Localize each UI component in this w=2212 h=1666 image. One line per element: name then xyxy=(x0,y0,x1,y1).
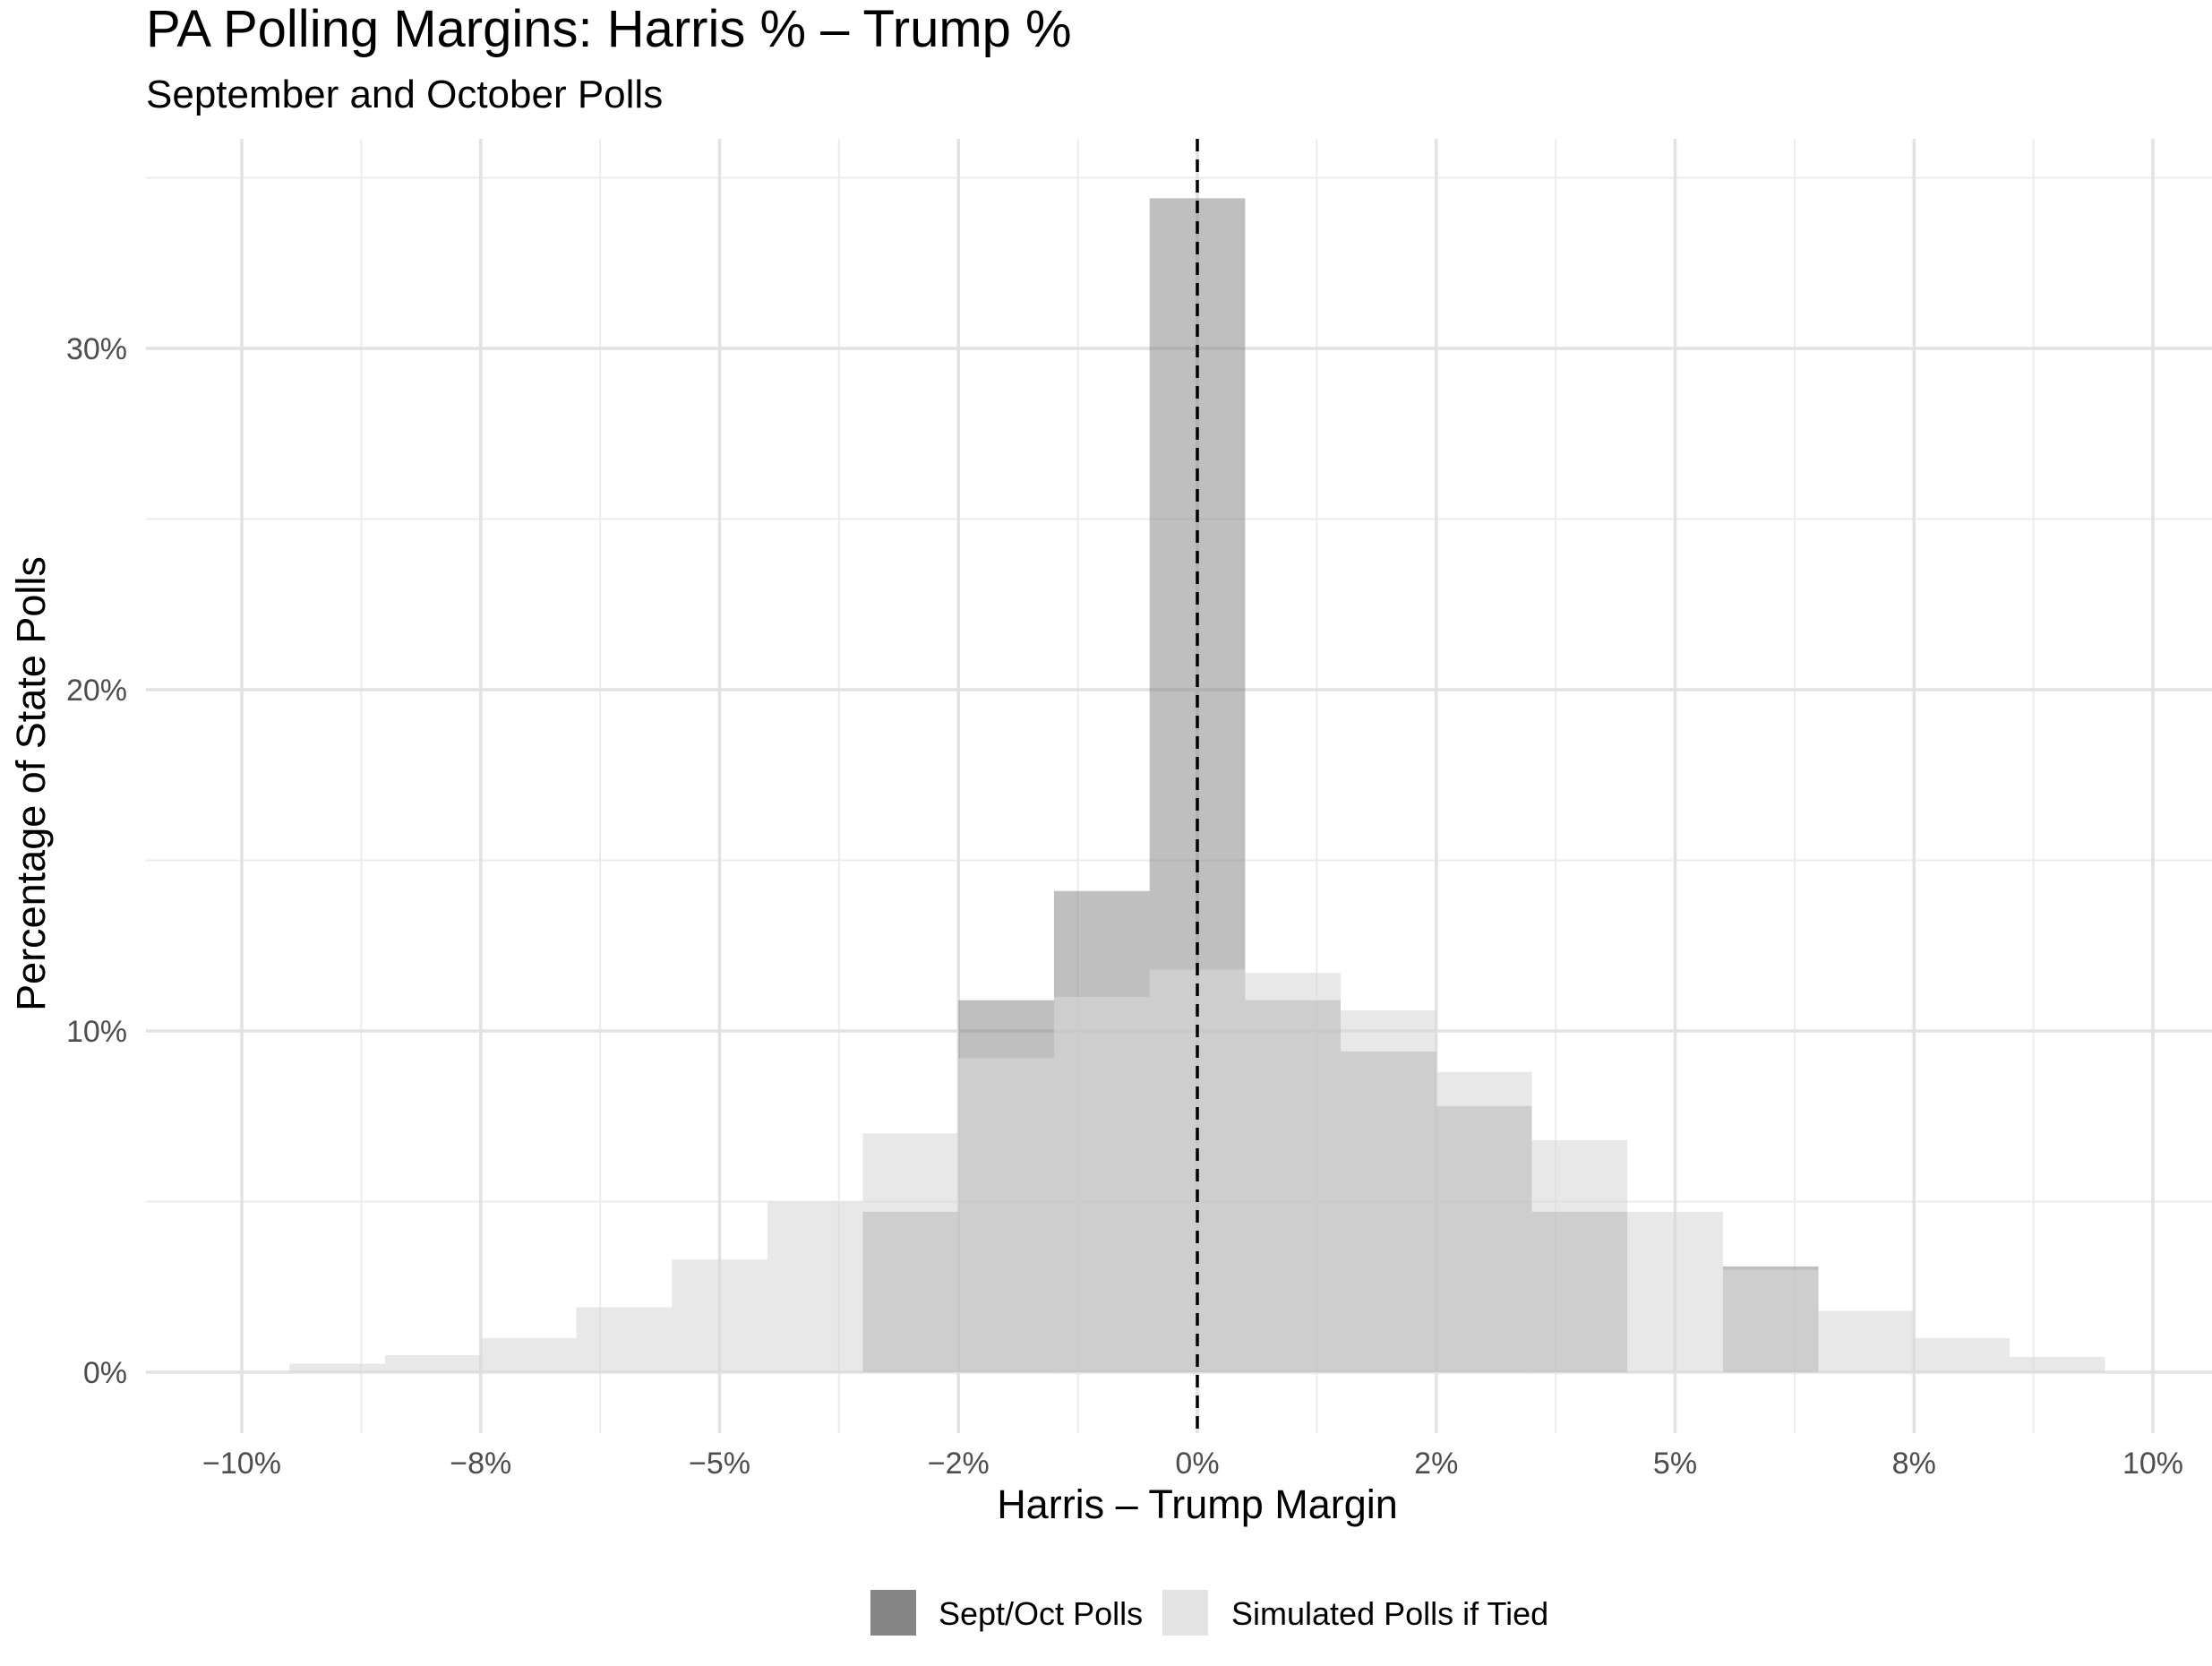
chart-title: PA Polling Margins: Harris % – Trump % xyxy=(146,0,1072,58)
bars-layer xyxy=(289,198,2105,1373)
legend-label-sept-oct-polls: Sept/Oct Polls xyxy=(939,1595,1143,1632)
y-tick-label: 20% xyxy=(66,674,127,708)
bar-simulated-polls xyxy=(672,1259,767,1372)
bar-simulated-polls xyxy=(1436,1071,1532,1372)
chart-subtitle: September and October Polls xyxy=(146,73,663,116)
x-tick-label: −8% xyxy=(450,1447,511,1481)
bar-simulated-polls xyxy=(480,1337,577,1372)
bar-simulated-polls xyxy=(1722,1269,1819,1372)
bar-simulated-polls xyxy=(862,1133,959,1372)
bar-simulated-polls xyxy=(1818,1310,1915,1372)
bar-simulated-polls xyxy=(576,1307,673,1372)
bar-simulated-polls xyxy=(958,1058,1054,1372)
x-tick-label: 8% xyxy=(1892,1447,1936,1481)
y-tick-label: 30% xyxy=(66,332,127,366)
tick-labels-layer: −10% −8% −5% −2% 0% 2% 5% 8% 10% 0% 10% 20% 30% xyxy=(66,332,2183,1481)
legend-swatch-simulated-polls xyxy=(1162,1590,1208,1636)
x-axis-title: Harris – Trump Margin xyxy=(997,1481,1398,1527)
x-tick-label: 5% xyxy=(1653,1447,1697,1481)
legend: Sept/Oct Polls Simulated Polls if Tied xyxy=(870,1590,1548,1636)
legend-label-simulated-polls: Simulated Polls if Tied xyxy=(1231,1595,1548,1632)
y-tick-label: 0% xyxy=(83,1356,127,1390)
bar-simulated-polls xyxy=(385,1354,481,1372)
y-tick-label: 10% xyxy=(66,1015,127,1049)
x-tick-label: −2% xyxy=(928,1447,990,1481)
x-tick-label: 0% xyxy=(1175,1447,1219,1481)
bar-simulated-polls xyxy=(1341,1010,1436,1372)
x-tick-label: 10% xyxy=(2122,1447,2183,1481)
bar-simulated-polls xyxy=(1531,1139,1628,1372)
bar-simulated-polls xyxy=(767,1201,863,1372)
bar-simulated-polls xyxy=(1245,973,1342,1372)
x-tick-label: 2% xyxy=(1414,1447,1458,1481)
x-tick-label: −5% xyxy=(689,1447,750,1481)
y-axis-title: Percentage of State Polls xyxy=(8,556,54,1011)
bar-simulated-polls xyxy=(1053,996,1150,1372)
bar-simulated-polls xyxy=(1914,1337,2010,1372)
legend-swatch-sept-oct-polls xyxy=(870,1590,916,1636)
x-tick-label: −10% xyxy=(202,1447,281,1481)
bar-simulated-polls xyxy=(289,1363,386,1372)
bar-simulated-polls xyxy=(1627,1211,1723,1372)
bar-simulated-polls xyxy=(2009,1356,2105,1372)
